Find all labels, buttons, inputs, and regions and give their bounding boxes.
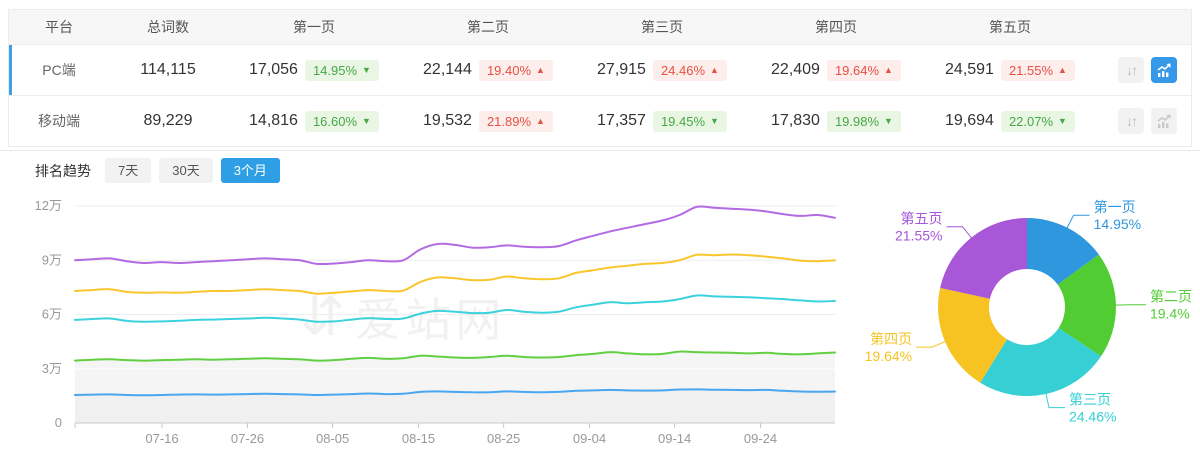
trend-down-icon: ▼	[884, 115, 893, 126]
col-header-page2: 第二页	[467, 19, 509, 35]
tab-30d[interactable]: 30天	[159, 158, 213, 183]
section-divider	[0, 150, 1200, 151]
svg-text:12万: 12万	[35, 198, 62, 213]
change-badge: 19.40% ▲	[478, 59, 553, 81]
keyword-count: 22,409	[771, 61, 820, 78]
change-badge: 19.64% ▲	[826, 59, 901, 81]
table-row-pc[interactable]: PC端 114,115 17,056 14.95% ▼ 22,144 19.40%…	[9, 44, 1191, 95]
page2-cell: 22,144 19.40% ▲	[401, 59, 575, 81]
keyword-table: 平台 总词数 第一页 第二页 第三页 第四页 第五页 PC端 114,115 1…	[8, 9, 1192, 147]
page3-cell: 27,915 24.46% ▲	[575, 59, 749, 81]
svg-text:07-26: 07-26	[231, 431, 264, 446]
col-header-total: 总词数	[147, 19, 189, 35]
trend-down-icon: ▼	[1058, 115, 1067, 126]
svg-text:9万: 9万	[42, 252, 62, 267]
trend-down-icon: ▼	[362, 64, 371, 75]
svg-text:第四页: 第四页	[870, 331, 912, 347]
keyword-count: 19,532	[423, 112, 472, 129]
trend-up-icon: ▲	[536, 115, 545, 126]
keyword-count: 27,915	[597, 61, 646, 78]
page1-cell: 14,816 16.60% ▼	[227, 110, 401, 132]
sort-button[interactable]: ↓↑	[1118, 57, 1144, 83]
keyword-count: 17,056	[249, 61, 298, 78]
trend-up-icon: ▲	[1058, 64, 1067, 75]
svg-text:第二页: 第二页	[1150, 289, 1192, 305]
svg-text:09-14: 09-14	[658, 431, 691, 446]
table-row-mobile[interactable]: 移动端 89,229 14,816 16.60% ▼ 19,532 21.89% ▲…	[9, 95, 1191, 146]
svg-text:09-24: 09-24	[744, 431, 777, 446]
trend-chart-button[interactable]	[1151, 108, 1177, 134]
svg-text:08-05: 08-05	[316, 431, 349, 446]
line-chart-canvas[interactable]: 07-16 07-26 08-05 08-15 08-25 09-04 09-14 09-24…	[0, 188, 880, 469]
platform-label: 移动端	[38, 113, 80, 129]
change-badge: 21.89% ▲	[478, 110, 553, 132]
change-badge: 19.45% ▼	[652, 110, 727, 132]
change-badge: 14.95% ▼	[304, 59, 379, 81]
change-badge: 19.98% ▼	[826, 110, 901, 132]
page2-cell: 19,532 21.89% ▲	[401, 110, 575, 132]
chart-icon	[1157, 63, 1171, 77]
table-header: 平台 总词数 第一页 第二页 第三页 第四页 第五页	[9, 10, 1191, 44]
keyword-count: 19,694	[945, 112, 994, 129]
total-words: 89,229	[143, 112, 193, 129]
sort-arrows-icon: ↓↑	[1126, 62, 1138, 78]
tab-7d[interactable]: 7天	[105, 158, 152, 183]
page4-cell: 17,830 19.98% ▼	[749, 110, 923, 132]
svg-text:0: 0	[55, 415, 62, 430]
total-words: 114,115	[140, 61, 196, 78]
page3-cell: 17,357 19.45% ▼	[575, 110, 749, 132]
svg-text:08-25: 08-25	[487, 431, 520, 446]
tab-3m[interactable]: 3个月	[220, 158, 280, 183]
platform-label: PC端	[42, 62, 76, 78]
page4-cell: 22,409 19.64% ▲	[749, 59, 923, 81]
svg-text:14.95%: 14.95%	[1094, 216, 1141, 232]
col-header-page3: 第三页	[641, 19, 683, 35]
page1-cell: 17,056 14.95% ▼	[227, 59, 401, 81]
svg-text:24.46%: 24.46%	[1069, 409, 1116, 425]
svg-text:21.55%: 21.55%	[895, 228, 942, 244]
trend-tabs: 排名趋势 7天 30天 3个月	[35, 158, 280, 183]
col-header-page1: 第一页	[293, 19, 335, 35]
svg-text:07-16: 07-16	[145, 431, 178, 446]
svg-text:3万: 3万	[42, 361, 62, 376]
rank-trend-line-chart: ⇵ 爱站网 07-16 07-26 08-05 08-15 08-25 09-04 09-1…	[0, 188, 880, 469]
page5-cell: 24,591 21.55% ▲	[923, 59, 1097, 81]
svg-text:第三页: 第三页	[1069, 392, 1111, 408]
svg-text:08-15: 08-15	[402, 431, 435, 446]
change-badge: 16.60% ▼	[304, 110, 379, 132]
col-header-page5: 第五页	[989, 19, 1031, 35]
trend-up-icon: ▲	[710, 64, 719, 75]
svg-text:6万: 6万	[42, 307, 62, 322]
change-badge: 22.07% ▼	[1000, 110, 1075, 132]
sort-arrows-icon: ↓↑	[1126, 113, 1138, 129]
svg-text:第五页: 第五页	[900, 211, 942, 227]
col-header-platform: 平台	[45, 19, 73, 35]
keyword-count: 17,357	[597, 112, 646, 129]
trend-down-icon: ▼	[710, 115, 719, 126]
svg-text:19.4%: 19.4%	[1150, 306, 1190, 322]
keyword-count: 24,591	[945, 61, 994, 78]
svg-text:19.64%: 19.64%	[865, 348, 912, 364]
svg-text:09-04: 09-04	[573, 431, 606, 446]
trend-title: 排名趋势	[35, 162, 91, 179]
trend-down-icon: ▼	[362, 115, 371, 126]
trend-up-icon: ▲	[536, 64, 545, 75]
chart-icon	[1157, 114, 1171, 128]
page-share-donut-chart: 第一页 14.95% 第二页 19.4% 第三页 24.46% 第四页 19.64% 第五页 21…	[860, 185, 1200, 445]
trend-chart-button[interactable]	[1151, 57, 1177, 83]
keyword-count: 22,144	[423, 61, 472, 78]
change-badge: 24.46% ▲	[652, 59, 727, 81]
keyword-count: 14,816	[249, 112, 298, 129]
svg-text:第一页: 第一页	[1094, 199, 1136, 215]
keyword-count: 17,830	[771, 112, 820, 129]
sort-button[interactable]: ↓↑	[1118, 108, 1144, 134]
page5-cell: 19,694 22.07% ▼	[923, 110, 1097, 132]
change-badge: 21.55% ▲	[1000, 59, 1075, 81]
trend-up-icon: ▲	[884, 64, 893, 75]
col-header-page4: 第四页	[815, 19, 857, 35]
